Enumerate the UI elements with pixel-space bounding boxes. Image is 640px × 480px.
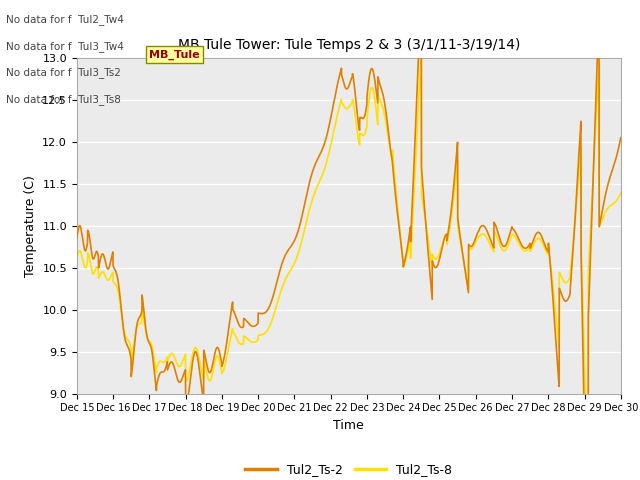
- X-axis label: Time: Time: [333, 419, 364, 432]
- Title: MB Tule Tower: Tule Temps 2 & 3 (3/1/11-3/19/14): MB Tule Tower: Tule Temps 2 & 3 (3/1/11-…: [178, 38, 520, 52]
- Text: MB_Tule: MB_Tule: [149, 49, 200, 60]
- Text: No data for f  Tul3_Ts2: No data for f Tul3_Ts2: [6, 67, 121, 78]
- Text: No data for f  Tul3_Tw4: No data for f Tul3_Tw4: [6, 41, 124, 52]
- Text: No data for f  Tul3_Ts8: No data for f Tul3_Ts8: [6, 94, 121, 105]
- Y-axis label: Temperature (C): Temperature (C): [24, 175, 36, 276]
- Legend: Tul2_Ts-2, Tul2_Ts-8: Tul2_Ts-2, Tul2_Ts-8: [241, 458, 457, 480]
- Text: No data for f  Tul2_Tw4: No data for f Tul2_Tw4: [6, 14, 124, 25]
